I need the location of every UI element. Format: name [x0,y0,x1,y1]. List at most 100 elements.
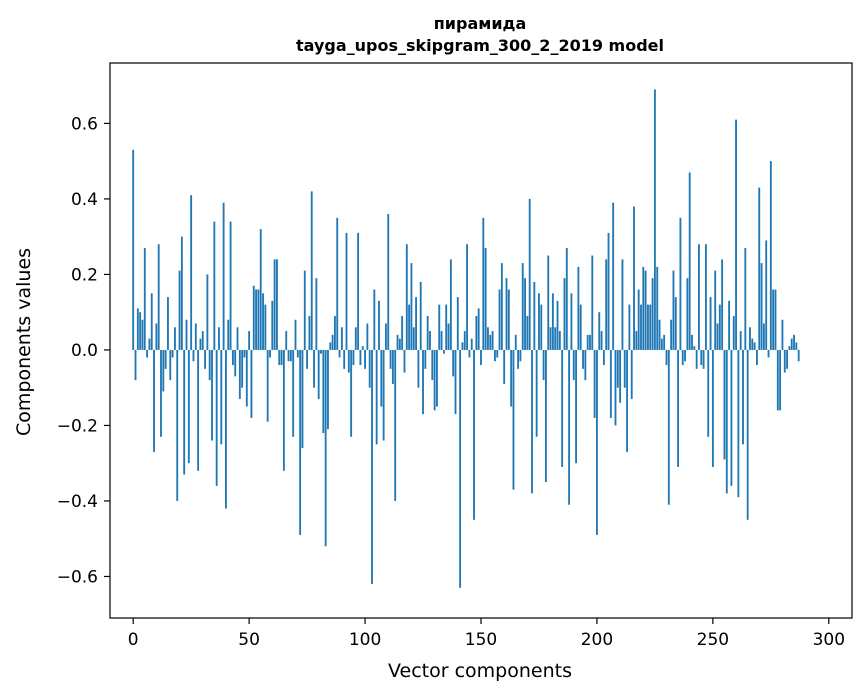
bar [436,349,438,407]
x-axis-label: Vector components [388,660,572,682]
bar [531,349,533,494]
x-tick-label: 50 [238,630,260,650]
bar [463,331,466,350]
bar [361,346,364,350]
bar [310,191,313,350]
bar [507,289,510,350]
y-axis-label: Components values [13,248,35,436]
bar [549,327,552,350]
bar [596,349,598,535]
bar [500,263,503,350]
bar [375,349,378,445]
bar [551,293,554,350]
bar [285,331,288,350]
bar [229,221,232,350]
bar [614,349,617,426]
bar [498,289,501,350]
bar [398,338,401,350]
bar [373,289,376,350]
bar [257,289,260,350]
bar [781,319,784,350]
bar [528,198,531,350]
bar [725,349,728,494]
bar [440,331,443,350]
bar [273,259,276,350]
bar [607,232,610,350]
bar [688,172,691,350]
bar [470,338,473,350]
bar [301,349,304,449]
bar [649,304,652,350]
y-tick-label: 0.6 [71,114,98,134]
bar [282,349,285,471]
bar [746,349,749,520]
bar [751,338,754,350]
bar [482,217,485,350]
bar [728,300,731,350]
bar [582,349,584,369]
bar [343,349,346,369]
bar [387,214,390,350]
bar [598,312,601,350]
bar [510,349,513,407]
bar [561,349,564,467]
bar [653,89,656,350]
bar [700,349,703,366]
bar [762,323,765,350]
bar [711,349,714,467]
bar [707,349,710,437]
bar [609,349,612,418]
bar [737,349,740,498]
bar [591,255,594,350]
bar [243,349,246,358]
bar [642,266,645,350]
bar [793,334,795,350]
bar [670,319,673,350]
bar [208,349,211,381]
bar-series [132,89,800,588]
bar [222,202,225,350]
bar [774,289,777,350]
bar [449,259,452,350]
bar [248,331,251,350]
y-axis: −0.6 −0.4 −0.2 0.0 0.2 0.4 0.6 [57,114,110,587]
bar [640,304,642,350]
bar [231,349,234,366]
bar [225,349,227,509]
bar [776,349,779,411]
bar [756,349,758,366]
bar [442,349,445,354]
bar [364,349,366,369]
bar [139,312,142,350]
bar [315,278,318,350]
bar [660,338,663,350]
bar [429,331,431,350]
bar [674,297,677,350]
bar [512,349,515,490]
bar [185,319,188,350]
bar [308,315,311,350]
bar [647,304,649,350]
y-tick-label: 0.2 [71,265,98,285]
bar [155,323,158,350]
bar [252,285,255,350]
bar [136,308,139,350]
bar [744,248,747,350]
bar [269,349,271,358]
bar [732,315,735,350]
bar [767,349,770,358]
bar [313,349,315,388]
bar [760,263,763,350]
bar [143,248,146,350]
bar [296,349,299,358]
y-tick-label: −0.2 [57,416,98,436]
bar [213,221,216,350]
bar [454,349,457,415]
bar [503,349,506,384]
bar [753,342,756,350]
bar [426,315,429,350]
bar [340,327,343,350]
bar [758,187,761,350]
bar [238,349,241,400]
bar [180,236,183,350]
